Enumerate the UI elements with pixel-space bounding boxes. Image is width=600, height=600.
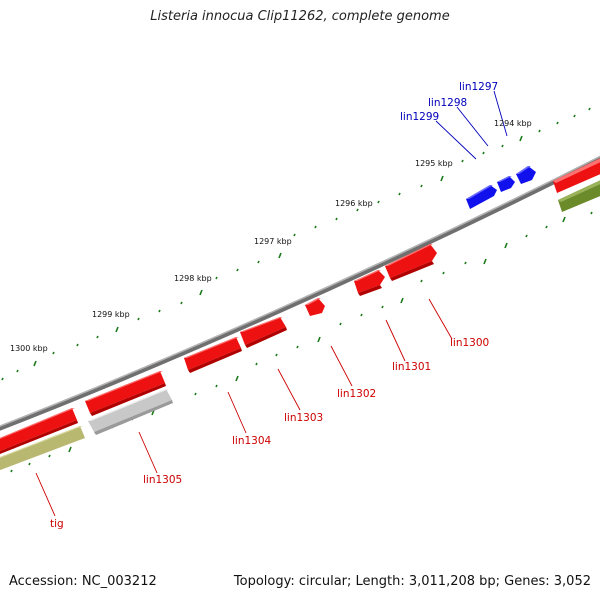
gene-lin1301-arrow[interactable] xyxy=(354,270,385,296)
gene-lin1298-arrow[interactable] xyxy=(497,176,515,192)
gene-lin1299-arrow[interactable] xyxy=(466,185,497,209)
tick-labels: 1294 kbp 1295 kbp 1296 kbp 1297 kbp 1298… xyxy=(10,119,532,353)
tick-label-1299: 1299 kbp xyxy=(92,310,130,319)
gene-label-lin1300[interactable]: lin1300 xyxy=(450,337,489,349)
gene-edge-olive-arrow[interactable] xyxy=(558,178,600,212)
outer-ruler xyxy=(1,107,591,381)
genes xyxy=(0,156,600,472)
gene-label-lin1302[interactable]: lin1302 xyxy=(337,388,376,400)
tick-label-1298: 1298 kbp xyxy=(174,274,212,283)
gene-olive-arrow[interactable] xyxy=(0,426,85,472)
tick-label-1300: 1300 kbp xyxy=(10,344,48,353)
gene-label-tig[interactable]: tig xyxy=(50,518,64,530)
gene-label-lin1304[interactable]: lin1304 xyxy=(232,435,272,447)
tick-label-1296: 1296 kbp xyxy=(335,199,373,208)
gene-lin1300-arrow[interactable] xyxy=(385,244,437,281)
gene-label-lin1305[interactable]: lin1305 xyxy=(143,474,182,486)
gene-lin1305-arrow[interactable] xyxy=(85,371,166,416)
gene-tig-arrow[interactable] xyxy=(0,408,78,456)
gene-lin1304-arrow[interactable] xyxy=(184,337,242,373)
gene-label-lin1297[interactable]: lin1297 xyxy=(459,81,498,93)
gene-edge-red-arrow[interactable] xyxy=(553,156,600,193)
gene-lin1302-arrow[interactable] xyxy=(305,298,325,316)
genome-backbone xyxy=(0,155,600,431)
tick-label-1295: 1295 kbp xyxy=(415,159,453,168)
gene-lin1297-arrow[interactable] xyxy=(516,166,536,184)
gene-label-leaders xyxy=(35,90,508,517)
tick-label-1297: 1297 kbp xyxy=(254,237,292,246)
map-title: Listeria innocua Clip11262, complete gen… xyxy=(150,9,450,24)
genome-summary-text: Topology: circular; Length: 3,011,208 bp… xyxy=(233,574,591,589)
gene-label-lin1303[interactable]: lin1303 xyxy=(284,412,323,424)
gene-label-lin1298[interactable]: lin1298 xyxy=(428,97,467,109)
accession-text: Accession: NC_003212 xyxy=(9,574,157,589)
gene-label-lin1299[interactable]: lin1299 xyxy=(400,111,439,123)
gene-gray-arrow[interactable] xyxy=(88,389,173,435)
tick-label-1294: 1294 kbp xyxy=(494,119,532,128)
gene-label-lin1301[interactable]: lin1301 xyxy=(392,361,431,373)
gene-labels: lin1297 lin1298 lin1299 lin1300 lin1301 … xyxy=(50,81,498,530)
gene-lin1303-arrow[interactable] xyxy=(240,317,287,348)
